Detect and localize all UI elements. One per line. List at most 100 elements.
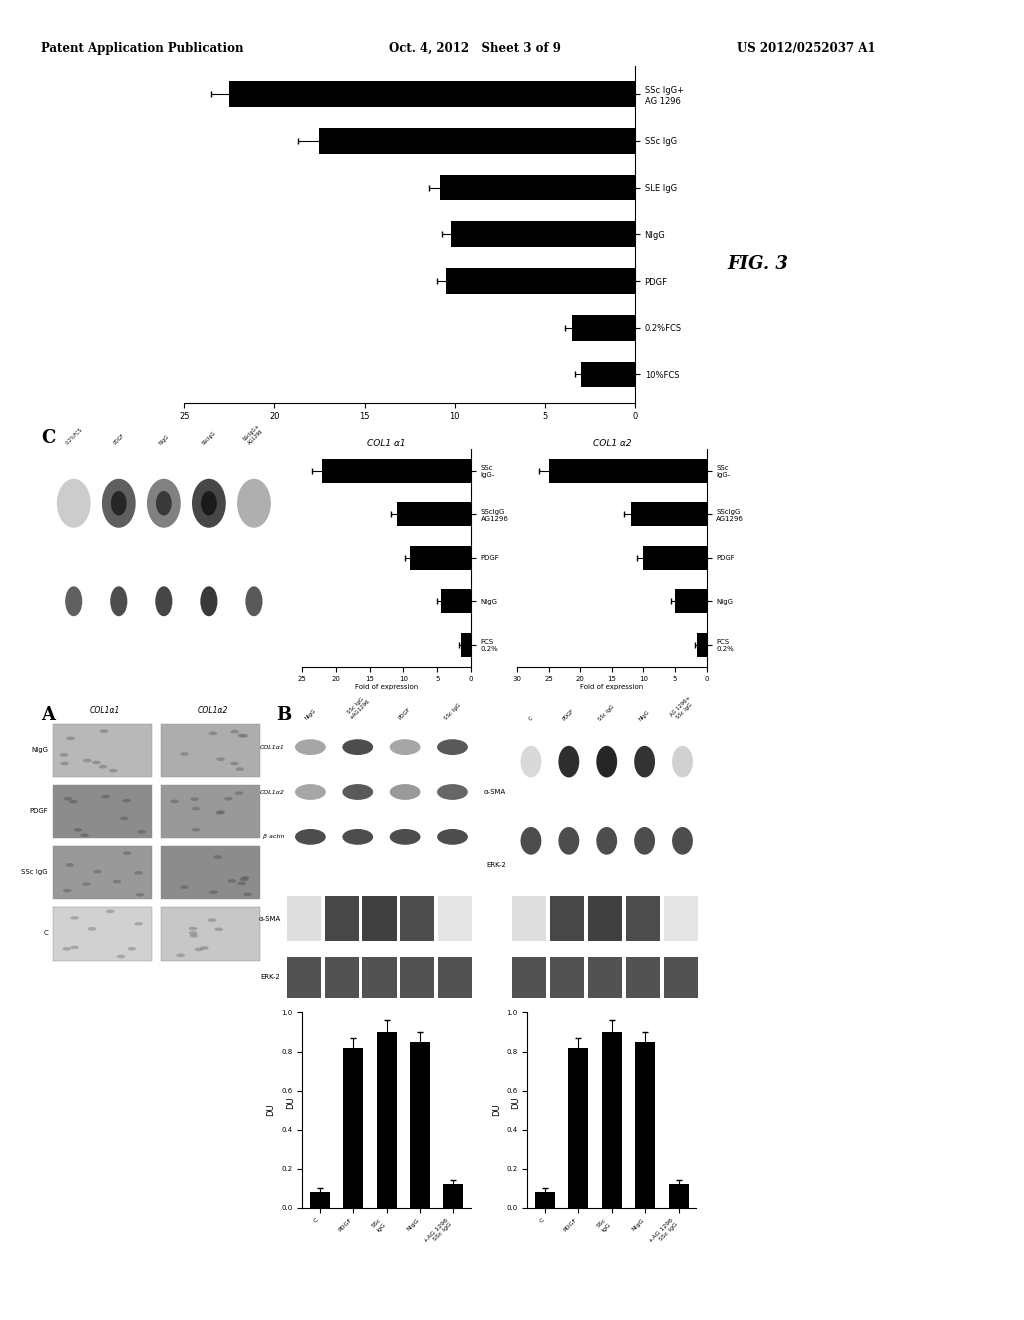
Ellipse shape	[137, 830, 145, 834]
Ellipse shape	[82, 882, 91, 886]
Bar	[287, 896, 321, 941]
Ellipse shape	[295, 829, 326, 845]
Ellipse shape	[74, 828, 82, 832]
Bar	[53, 846, 153, 899]
Ellipse shape	[134, 871, 142, 875]
Text: DU: DU	[511, 1096, 520, 1109]
Text: α-SMA: α-SMA	[483, 789, 506, 795]
Ellipse shape	[437, 739, 468, 755]
Ellipse shape	[634, 826, 655, 855]
Bar	[643, 545, 707, 570]
Ellipse shape	[117, 954, 125, 958]
Ellipse shape	[156, 491, 172, 516]
Bar	[438, 957, 472, 998]
Ellipse shape	[295, 739, 326, 755]
Ellipse shape	[180, 886, 188, 888]
Ellipse shape	[109, 768, 118, 772]
Ellipse shape	[83, 759, 91, 763]
Ellipse shape	[88, 927, 96, 931]
Text: B: B	[276, 706, 292, 725]
Ellipse shape	[216, 758, 225, 762]
Bar	[161, 846, 260, 899]
Bar	[568, 1048, 589, 1208]
Bar	[536, 1192, 555, 1208]
Bar	[319, 128, 635, 153]
Ellipse shape	[520, 746, 542, 777]
Bar	[362, 957, 396, 998]
Ellipse shape	[213, 855, 222, 859]
Text: NIgG: NIgG	[31, 747, 48, 752]
Ellipse shape	[672, 746, 693, 777]
Bar	[581, 362, 635, 387]
Ellipse shape	[71, 916, 79, 920]
Text: SSc IgG: SSc IgG	[598, 705, 615, 722]
Ellipse shape	[230, 730, 239, 734]
Ellipse shape	[60, 762, 69, 766]
Ellipse shape	[134, 921, 143, 925]
Bar	[440, 174, 635, 201]
Ellipse shape	[240, 878, 248, 882]
Bar	[287, 957, 321, 998]
Bar	[53, 723, 153, 777]
Ellipse shape	[342, 739, 373, 755]
Ellipse shape	[62, 888, 72, 892]
Bar	[626, 957, 659, 998]
Text: C: C	[528, 715, 534, 722]
Ellipse shape	[135, 892, 144, 896]
Ellipse shape	[67, 737, 75, 741]
Text: PDGF: PDGF	[562, 709, 575, 722]
Bar	[550, 957, 584, 998]
Bar	[343, 1048, 364, 1208]
Ellipse shape	[227, 879, 237, 883]
Ellipse shape	[71, 945, 79, 949]
Bar	[411, 545, 471, 570]
Ellipse shape	[66, 586, 82, 616]
Ellipse shape	[120, 817, 129, 820]
Bar	[512, 896, 546, 941]
Text: SSc IgG: SSc IgG	[443, 702, 462, 721]
Bar	[631, 502, 707, 527]
Text: β actin: β actin	[263, 834, 285, 840]
Text: DU: DU	[286, 1096, 295, 1109]
Bar	[602, 1032, 622, 1208]
Ellipse shape	[176, 953, 185, 957]
Y-axis label: DU: DU	[266, 1104, 275, 1117]
Title: COL1 α1: COL1 α1	[368, 440, 406, 447]
Ellipse shape	[238, 479, 271, 528]
Ellipse shape	[201, 586, 217, 616]
Ellipse shape	[238, 734, 246, 738]
Bar	[588, 896, 622, 941]
Ellipse shape	[390, 784, 421, 800]
Bar	[461, 632, 471, 657]
Text: NIgG: NIgG	[158, 434, 170, 446]
Text: Oct. 4, 2012   Sheet 3 of 9: Oct. 4, 2012 Sheet 3 of 9	[389, 42, 561, 55]
Ellipse shape	[63, 797, 73, 800]
Ellipse shape	[236, 767, 244, 771]
Bar	[451, 222, 635, 247]
Ellipse shape	[188, 931, 198, 935]
Bar	[309, 1192, 330, 1208]
Ellipse shape	[596, 826, 617, 855]
Ellipse shape	[342, 829, 373, 845]
Ellipse shape	[102, 479, 136, 528]
Text: PDGF: PDGF	[113, 433, 125, 446]
Ellipse shape	[437, 784, 468, 800]
Bar	[550, 896, 584, 941]
Ellipse shape	[208, 919, 216, 921]
Bar	[377, 1032, 396, 1208]
Ellipse shape	[209, 891, 218, 894]
Text: COL1α2: COL1α2	[259, 789, 285, 795]
Ellipse shape	[558, 826, 580, 855]
Ellipse shape	[241, 876, 250, 879]
Ellipse shape	[59, 752, 69, 756]
Ellipse shape	[558, 746, 580, 777]
Text: SScIgG: SScIgG	[201, 430, 217, 446]
Text: SSc IgG: SSc IgG	[22, 869, 48, 875]
Bar	[697, 632, 707, 657]
Bar	[325, 957, 358, 998]
Ellipse shape	[147, 479, 181, 528]
X-axis label: Fold of expression: Fold of expression	[355, 684, 418, 690]
Bar	[549, 458, 707, 483]
Ellipse shape	[62, 946, 71, 950]
Ellipse shape	[101, 795, 110, 799]
